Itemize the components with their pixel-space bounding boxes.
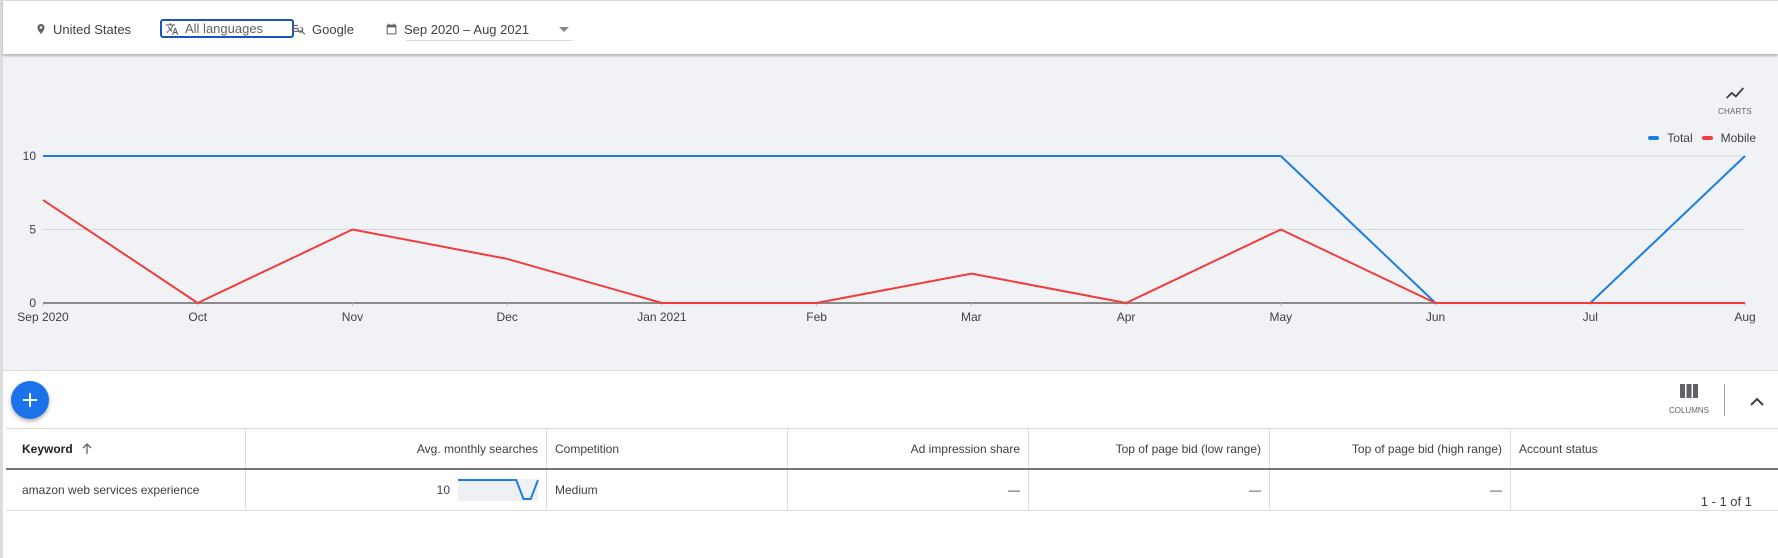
avg-searches-value: 10 — [436, 483, 450, 497]
cell-keyword: amazon web services experience — [6, 470, 246, 510]
calendar-icon — [386, 23, 397, 35]
svg-text:Mar: Mar — [961, 310, 982, 324]
charts-label: CHARTS — [1718, 107, 1752, 116]
translate-icon — [165, 22, 179, 35]
plus-icon — [23, 393, 37, 407]
date-range-underline — [406, 40, 573, 41]
search-network-icon — [292, 24, 306, 35]
location-label: United States — [53, 21, 132, 37]
svg-text:Sep 2020: Sep 2020 — [17, 310, 69, 324]
cell-competition: Medium — [547, 470, 788, 510]
header-bid-high-label: Top of page bid (high range) — [1351, 441, 1502, 456]
keyword-table: Keyword Avg. monthly searches Competitio… — [6, 428, 1778, 511]
network-filter[interactable]: Google — [292, 18, 354, 40]
trending-line-icon — [1726, 87, 1745, 99]
header-avg-monthly-searches[interactable]: Avg. monthly searches — [246, 429, 547, 468]
trend-sparkline — [458, 479, 539, 501]
cell-bid-high: — — [1270, 470, 1511, 510]
charts-button[interactable]: CHARTS — [1715, 86, 1755, 128]
table-header-row: Keyword Avg. monthly searches Competitio… — [6, 428, 1778, 470]
svg-text:Nov: Nov — [342, 310, 363, 324]
location-filter[interactable]: United States — [35, 18, 131, 40]
toolbar-divider — [1724, 384, 1725, 416]
chart-legend: Total Mobile — [1639, 131, 1756, 145]
header-competition-label: Competition — [555, 441, 620, 456]
pagination-label: 1 - 1 of 1 — [1700, 494, 1752, 509]
cell-avg-monthly-searches: 10 — [246, 470, 547, 510]
table-row[interactable]: amazon web services experience 10 Medium… — [6, 470, 1778, 511]
filter-bar: United States All languages Google Sep 2… — [3, 0, 1778, 54]
language-label: All languages — [185, 21, 264, 36]
legend-label-mobile: Mobile — [1720, 131, 1756, 145]
cell-ad-impression-share: — — [788, 470, 1029, 510]
columns-icon — [1680, 384, 1698, 398]
legend-item-mobile[interactable]: Mobile — [1701, 131, 1756, 145]
svg-text:Jul: Jul — [1583, 310, 1598, 324]
svg-text:Aug: Aug — [1734, 310, 1755, 324]
svg-text:Jan 2021: Jan 2021 — [637, 310, 687, 324]
svg-text:Dec: Dec — [497, 310, 518, 324]
svg-text:0: 0 — [29, 296, 36, 310]
svg-text:Feb: Feb — [806, 310, 827, 324]
chart-panel: 0 5 10 Sep 2020 Oct Nov Dec Jan 2021 Feb Mar Apr Ma… — [3, 54, 1778, 371]
header-bid-low[interactable]: Top of page bid (low range) — [1029, 429, 1270, 468]
date-range-label: Sep 2020 – Aug 2021 — [404, 21, 530, 37]
header-keyword-label: Keyword — [22, 441, 73, 456]
columns-label: COLUMNS — [1668, 406, 1709, 415]
header-account-status[interactable]: Account status — [1511, 429, 1778, 468]
svg-text:10: 10 — [23, 149, 37, 163]
sort-ascending-icon — [82, 443, 92, 454]
legend-label-total: Total — [1667, 131, 1693, 145]
svg-text:May: May — [1269, 310, 1292, 324]
legend-swatch-total — [1648, 136, 1660, 140]
language-filter[interactable]: All languages — [160, 19, 294, 38]
legend-item-total[interactable]: Total — [1648, 131, 1693, 145]
svg-text:Oct: Oct — [188, 310, 207, 324]
header-bid-high[interactable]: Top of page bid (high range) — [1270, 429, 1511, 468]
svg-text:Apr: Apr — [1117, 310, 1136, 324]
svg-text:5: 5 — [29, 223, 36, 237]
collapse-chart-button[interactable] — [1746, 391, 1768, 411]
legend-swatch-mobile — [1701, 136, 1713, 140]
date-range-selector[interactable]: Sep 2020 – Aug 2021 — [385, 18, 573, 41]
chevron-up-icon — [1750, 397, 1764, 406]
add-keyword-button[interactable] — [11, 381, 49, 419]
header-ad-impression-share[interactable]: Ad impression share — [788, 429, 1029, 468]
header-ad-impression-share-label: Ad impression share — [910, 441, 1020, 456]
network-label: Google — [312, 21, 354, 37]
columns-button[interactable]: COLUMNS — [1665, 384, 1713, 422]
header-keyword[interactable]: Keyword — [6, 429, 246, 468]
dropdown-caret-icon — [559, 26, 569, 32]
header-competition[interactable]: Competition — [547, 429, 788, 468]
cell-bid-low: — — [1029, 470, 1270, 510]
svg-text:Jun: Jun — [1426, 310, 1445, 324]
header-account-status-label: Account status — [1519, 441, 1598, 456]
header-bid-low-label: Top of page bid (low range) — [1115, 441, 1261, 456]
header-avg-monthly-searches-label: Avg. monthly searches — [416, 441, 538, 456]
line-chart: 0 5 10 Sep 2020 Oct Nov Dec Jan 2021 Feb Mar Apr Ma… — [17, 149, 1755, 324]
location-pin-icon — [37, 24, 45, 34]
